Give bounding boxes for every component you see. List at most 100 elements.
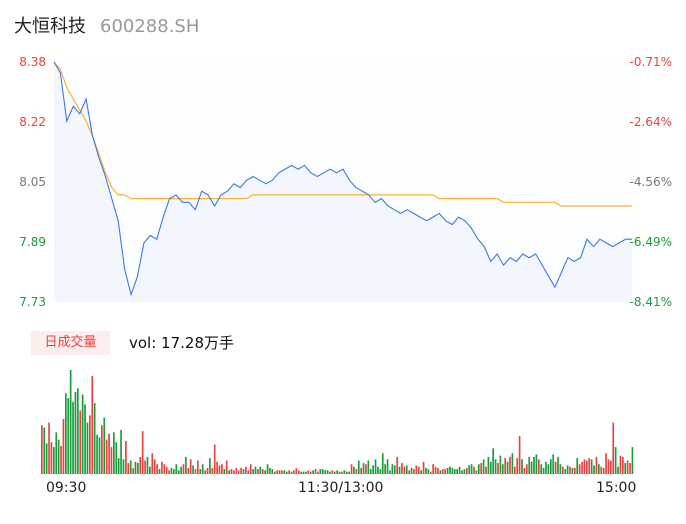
volume-bar [50, 442, 53, 474]
x-tick-close: 15:00 [596, 480, 637, 496]
volume-bar [45, 443, 48, 474]
volume-bar [223, 469, 226, 474]
volume-bar [185, 456, 187, 474]
volume-bar [228, 470, 230, 474]
volume-label: 日成交量 [31, 331, 110, 355]
volume-bar [410, 467, 413, 474]
volume-bar [403, 466, 406, 474]
volume-bar [343, 470, 346, 474]
volume-bar [576, 458, 579, 474]
volume-bar [408, 470, 410, 474]
volume-bar [432, 464, 435, 474]
volume-bar [117, 458, 120, 474]
volume-bar [504, 458, 507, 474]
y-tick-price: 7.89 [19, 235, 46, 249]
volume-bar [77, 388, 79, 474]
volume-bar [168, 470, 170, 474]
volume-bar [384, 464, 386, 474]
volume-bar [283, 470, 286, 474]
volume-bar [590, 459, 593, 474]
volume-bar [569, 466, 571, 474]
volume-bar [293, 470, 295, 474]
volume-bar [389, 470, 391, 474]
volume-bar [552, 454, 555, 474]
volume-bar [475, 470, 478, 474]
volume-bar [485, 466, 487, 474]
volume-bar [499, 455, 502, 474]
volume-bar [134, 461, 137, 474]
volume-bar [585, 460, 588, 474]
volume-bar [509, 456, 511, 474]
volume-bar [206, 467, 209, 474]
volume-bar [470, 464, 473, 474]
volume-bar [331, 470, 334, 474]
volume-bar [211, 467, 214, 474]
volume-bar [98, 437, 101, 474]
volume-bar [218, 465, 221, 474]
volume-bar [417, 466, 420, 474]
volume-bar [588, 458, 591, 474]
volume-bar [285, 471, 288, 474]
volume-bar [141, 431, 144, 474]
x-tick-open: 09:30 [46, 480, 87, 496]
volume-bar [187, 467, 190, 474]
volume-bar [300, 471, 302, 474]
volume-bar [355, 469, 358, 474]
volume-bar [446, 467, 449, 474]
volume-bar [48, 422, 50, 474]
volume-bar [91, 376, 94, 474]
volume-bar [125, 441, 127, 474]
price-line [53, 61, 632, 297]
volume-bar [252, 469, 254, 474]
volume-bar [489, 461, 492, 474]
volume-bar [201, 464, 204, 474]
volume-bar [348, 471, 350, 474]
volume-bar [242, 469, 245, 474]
volume-bar [482, 459, 485, 474]
volume-bar [350, 464, 353, 474]
volume-bar [175, 464, 178, 474]
volume-bar [182, 464, 185, 474]
volume-bar [595, 456, 598, 474]
volume-bar [115, 442, 118, 474]
volume-bar [449, 466, 451, 474]
volume-bar [137, 463, 139, 474]
volume-bar [537, 459, 540, 474]
volume-bar [338, 471, 341, 474]
volume-bar [278, 470, 281, 474]
volume-bar [161, 461, 163, 474]
volume-bar [362, 463, 365, 474]
volume-bar [624, 463, 627, 474]
volume-bar [456, 469, 459, 474]
volume-bar [189, 459, 192, 474]
volume-bar [405, 465, 408, 474]
volume-bar [62, 418, 65, 474]
volume-bar [209, 458, 211, 474]
volume-bar [357, 460, 360, 474]
volume-bar [396, 456, 398, 474]
volume-bar [288, 470, 290, 474]
volume-bar [127, 463, 130, 474]
volume-bar [593, 465, 595, 474]
volume-bar [439, 470, 442, 474]
stock-code: 600288.SH [100, 16, 200, 37]
volume-bar [597, 464, 600, 474]
volume-bar [393, 465, 396, 474]
volume-bar [554, 461, 557, 474]
volume-bar [110, 447, 113, 474]
volume-bar [605, 453, 607, 474]
volume-bar [542, 467, 545, 474]
volume-bar [369, 469, 372, 474]
volume-bar [333, 471, 336, 474]
volume-bar [108, 433, 110, 474]
volume-bar [79, 410, 82, 474]
volume-bar [391, 464, 394, 474]
price-chart: 8.38 8.22 8.05 7.89 7.73 -0.71% -2.64% -4.56% -… [19, 55, 672, 309]
volume-bar [259, 466, 262, 474]
volume-bar [314, 469, 317, 474]
volume-bar [602, 467, 605, 474]
volume-bar [81, 394, 84, 474]
volume-bar [434, 466, 437, 474]
volume-bar [120, 430, 122, 474]
volume-bar [607, 459, 610, 474]
